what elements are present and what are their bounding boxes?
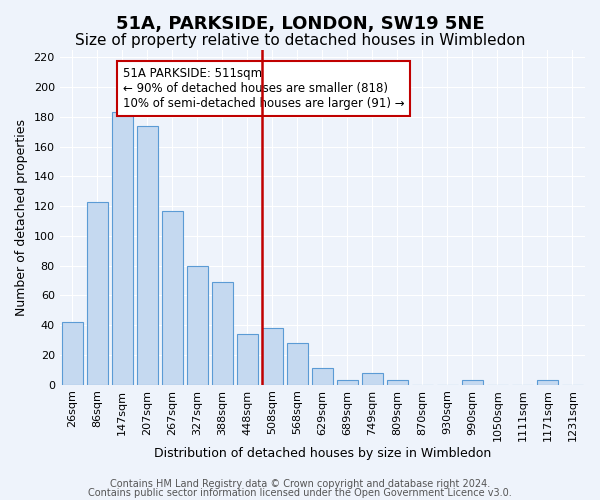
Bar: [337, 380, 358, 384]
Bar: [86, 202, 108, 384]
Bar: [112, 112, 133, 384]
Text: Size of property relative to detached houses in Wimbledon: Size of property relative to detached ho…: [75, 32, 525, 48]
Text: Contains HM Land Registry data © Crown copyright and database right 2024.: Contains HM Land Registry data © Crown c…: [110, 479, 490, 489]
Bar: [312, 368, 333, 384]
Text: 51A, PARKSIDE, LONDON, SW19 5NE: 51A, PARKSIDE, LONDON, SW19 5NE: [116, 15, 484, 33]
Bar: [212, 282, 233, 384]
Bar: [287, 343, 308, 384]
Bar: [387, 380, 408, 384]
Text: 51A PARKSIDE: 511sqm
← 90% of detached houses are smaller (818)
10% of semi-deta: 51A PARKSIDE: 511sqm ← 90% of detached h…: [123, 66, 404, 110]
X-axis label: Distribution of detached houses by size in Wimbledon: Distribution of detached houses by size …: [154, 447, 491, 460]
Bar: [362, 373, 383, 384]
Bar: [161, 210, 183, 384]
Bar: [537, 380, 558, 384]
Text: Contains public sector information licensed under the Open Government Licence v3: Contains public sector information licen…: [88, 488, 512, 498]
Bar: [262, 328, 283, 384]
Bar: [137, 126, 158, 384]
Bar: [462, 380, 483, 384]
Bar: [236, 334, 258, 384]
Y-axis label: Number of detached properties: Number of detached properties: [15, 119, 28, 316]
Bar: [187, 266, 208, 384]
Bar: [62, 322, 83, 384]
